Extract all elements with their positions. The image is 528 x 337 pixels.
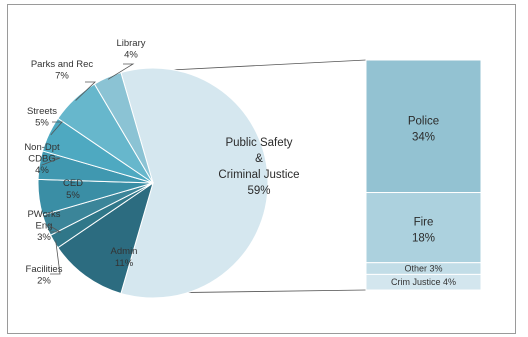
slice-pct: 11% bbox=[115, 258, 134, 269]
pie-slice-admin bbox=[57, 181, 154, 295]
bar-label-fire: Fire 18% bbox=[412, 217, 435, 245]
leader-line-parks-and-rec bbox=[75, 81, 96, 101]
slice-pct: 2% bbox=[37, 276, 51, 287]
slice-name-line: Non-Dpt bbox=[24, 142, 60, 153]
bar-segment-police bbox=[365, 59, 482, 194]
breakdown-bar: Police 34% Fire 18% Other 3% Crim Justice 4% bbox=[365, 59, 482, 291]
slice-name-line: Facilities bbox=[26, 264, 63, 275]
slice-name-line: PWorks bbox=[27, 209, 60, 220]
slice-label-pworks-eng: PWorks Eng 3% bbox=[27, 209, 60, 243]
slice-label-admin: Admin 11% bbox=[111, 246, 138, 269]
slice-name-line: Public Safety bbox=[225, 137, 292, 149]
bar-label-police: Police 34% bbox=[408, 115, 439, 143]
slice-pct: 4% bbox=[35, 165, 49, 176]
leader-line-library bbox=[107, 63, 135, 80]
slice-pct: 4% bbox=[124, 50, 138, 61]
pie-slice-library bbox=[93, 71, 154, 184]
bar-segment-crim-justice bbox=[365, 273, 482, 291]
slice-labels: Public Safety & Criminal Justice 59% Admin 11… bbox=[24, 38, 299, 287]
slice-pct: 5% bbox=[35, 118, 49, 129]
slice-pct: 7% bbox=[55, 71, 69, 82]
slice-label-public-safety-and-criminal-justice: Public Safety & Criminal Justice 59% bbox=[218, 137, 299, 197]
slice-pct: 59% bbox=[247, 185, 270, 197]
bar-label-other: Other 3% bbox=[404, 264, 442, 274]
leader-line-non-dpt-cdbg bbox=[41, 157, 61, 166]
leader-line-streets bbox=[50, 121, 63, 136]
slice-label-non-dpt-cdbg: Non-Dpt CDBG 4% bbox=[24, 142, 60, 176]
slice-name-line: Library bbox=[116, 38, 145, 49]
slice-name-line: & bbox=[255, 153, 263, 165]
leader-line-facilities bbox=[50, 240, 61, 275]
pie-slice-public-safety-and-criminal-justice bbox=[120, 67, 269, 299]
slice-name-line: Parks and Rec bbox=[31, 59, 94, 70]
bar-segment-fire bbox=[365, 192, 482, 264]
slice-name-line: Admin bbox=[111, 246, 138, 257]
slice-name-line: Eng bbox=[36, 221, 53, 232]
slice-label-parks-and-rec: Parks and Rec 7% bbox=[31, 59, 94, 82]
slice-label-facilities: Facilities 2% bbox=[26, 264, 63, 287]
leader-line-pworks-eng bbox=[47, 224, 62, 233]
slice-name-line: Streets bbox=[27, 106, 57, 117]
slice-pct: 3% bbox=[37, 232, 51, 243]
slice-name-line: CDBG bbox=[28, 154, 55, 165]
slice-name-line: Criminal Justice bbox=[218, 169, 299, 181]
slice-name-line: CED bbox=[63, 178, 83, 189]
pie bbox=[37, 67, 269, 299]
bar-label-crim-justice: Crim Justice 4% bbox=[391, 277, 456, 287]
slice-label-library: Library 4% bbox=[116, 38, 145, 61]
slice-label-streets: Streets 5% bbox=[27, 106, 57, 129]
slice-pct: 5% bbox=[66, 190, 80, 201]
slice-label-ced: CED 5% bbox=[63, 178, 83, 201]
